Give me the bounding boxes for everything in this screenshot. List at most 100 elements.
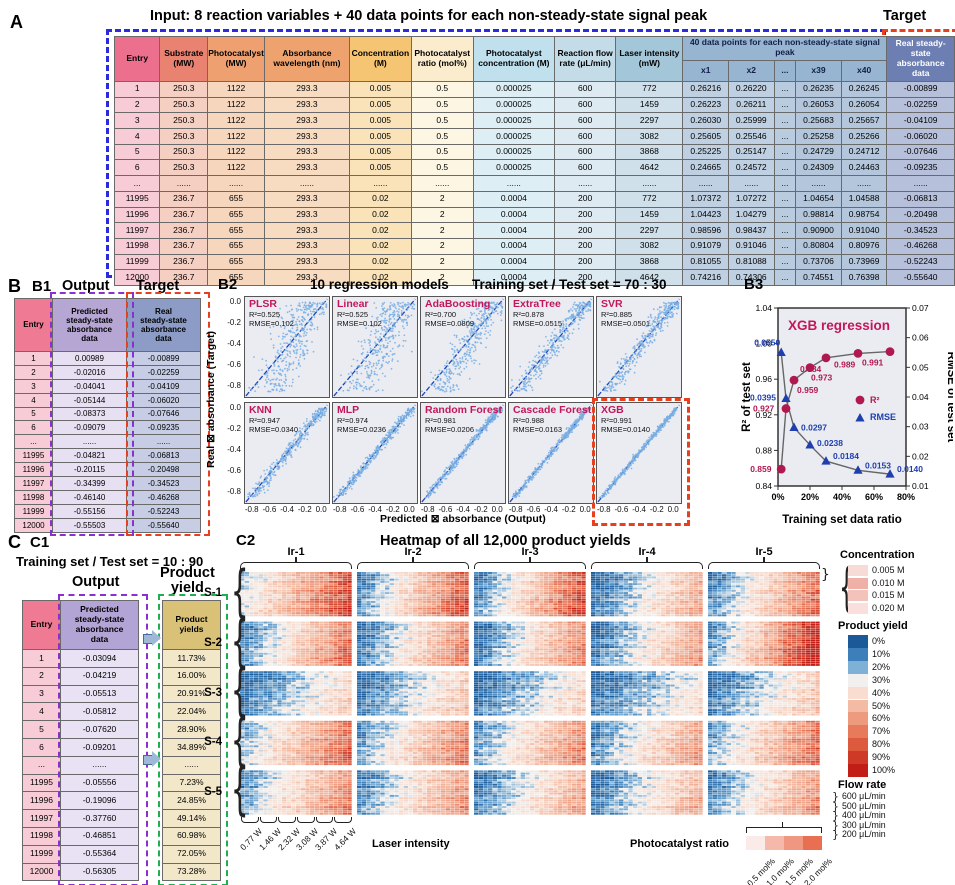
x-tick: -0.8 bbox=[244, 505, 259, 514]
x-tick: -0.6 bbox=[262, 505, 277, 514]
table-row: 4 -0.05812 bbox=[22, 702, 139, 722]
col-group-brace bbox=[474, 562, 586, 569]
ratio-swatch bbox=[765, 836, 784, 850]
model-rmse: RMSE=0.102 bbox=[337, 319, 382, 328]
row-group-brace: { bbox=[230, 608, 249, 674]
table-row: ............... bbox=[14, 434, 201, 450]
svg-text:0.989: 0.989 bbox=[834, 359, 856, 369]
target-column-header: Real steady-state absorbance data bbox=[886, 36, 955, 82]
b1-table: Entry Predicted steady-state absorbance d… bbox=[14, 298, 201, 533]
table-row: 34.89% bbox=[162, 737, 221, 757]
y-tick: 0.0 bbox=[229, 297, 241, 307]
column-header: Substrate (MW) bbox=[159, 36, 209, 82]
x-tick: -0.8 bbox=[508, 505, 523, 514]
svg-text:0.973: 0.973 bbox=[811, 373, 833, 383]
model-name: KNN bbox=[249, 404, 272, 416]
panel-a-title: Input: 8 reaction variables + 40 data po… bbox=[150, 8, 708, 24]
panel-c2-label: C2 bbox=[236, 532, 256, 549]
column-header: Product yields bbox=[162, 600, 221, 650]
table-row: ......... bbox=[22, 755, 139, 775]
col-group-brace bbox=[591, 562, 703, 569]
flow-legend-title: Flow rate bbox=[838, 779, 887, 791]
table-row: 4 250.3 1122 293.3 0.005 0.5 0.000025 600 3082 0.… bbox=[113, 128, 955, 145]
table-row: 3 250.3 1122 293.3 0.005 0.5 0.000025 600 2297 0.… bbox=[113, 112, 955, 130]
model-name: Cascade Forest bbox=[513, 404, 592, 416]
svg-text:0.88: 0.88 bbox=[755, 445, 772, 455]
yield-swatch bbox=[848, 738, 868, 752]
model-rmse: RMSE=0.102 bbox=[249, 319, 294, 328]
table-row: 11995 236.7 655 293.3 0.02 2 0.0004 200 772 1.073… bbox=[113, 190, 955, 208]
table-row: 60.98% bbox=[162, 826, 221, 846]
table-row: 11997 -0.37760 bbox=[22, 809, 139, 828]
yield-label: 60% bbox=[872, 713, 891, 724]
table-row: 11997 -0.34399 -0.34523 bbox=[14, 476, 201, 491]
table-row: 5 250.3 1122 293.3 0.005 0.5 0.000025 600 3868 0.… bbox=[113, 143, 955, 161]
row-group-label: S-5 bbox=[204, 785, 222, 798]
svg-text:0.859: 0.859 bbox=[750, 464, 772, 474]
column-header: Concentration (M) bbox=[348, 36, 412, 82]
flow-group-brace: } bbox=[832, 828, 839, 842]
yield-swatch bbox=[848, 751, 868, 764]
column-header: Entry bbox=[22, 600, 61, 650]
c1-yield-table: Product yields 11.73% 16.00% 20.91% 22.04% 28… bbox=[162, 600, 221, 882]
c1-table: Entry Predicted steady-state absorbance d… bbox=[22, 600, 139, 882]
x-tick: -0.6 bbox=[350, 505, 365, 514]
concentration-label: 0.010 M bbox=[872, 577, 905, 588]
col-group-label: Ir-3 bbox=[521, 546, 539, 558]
concentration-swatch bbox=[848, 602, 868, 614]
svg-text:0.04: 0.04 bbox=[912, 392, 929, 402]
svg-text:0.92: 0.92 bbox=[755, 410, 772, 420]
product-yield-heatmap bbox=[240, 572, 820, 815]
col-group-label: Ir-1 bbox=[287, 546, 305, 558]
panel-a-label: A bbox=[10, 12, 23, 32]
svg-text:60%: 60% bbox=[865, 492, 883, 502]
table-row: 1 0.00989 -0.00899 bbox=[14, 351, 201, 366]
table-row: 11998 -0.46140 -0.46268 bbox=[14, 489, 201, 505]
x-column-header: x2 bbox=[728, 59, 775, 83]
yield-label: 70% bbox=[872, 726, 891, 737]
flow-group-brace: } bbox=[832, 790, 839, 803]
table-row: 7.23% bbox=[162, 773, 221, 793]
table-row: 3 -0.04041 -0.04109 bbox=[14, 378, 201, 394]
yield-label: 30% bbox=[872, 674, 891, 685]
col-group-label: Ir-4 bbox=[638, 546, 656, 558]
table-row: 73.28% bbox=[162, 862, 221, 882]
scatter-plot bbox=[509, 298, 592, 397]
column-header: Laser intensity (mW) bbox=[615, 36, 684, 82]
svg-text:Training set data ratio: Training set data ratio bbox=[782, 514, 902, 526]
col-group-brace bbox=[357, 562, 469, 569]
flow-group-brace: } bbox=[832, 818, 839, 832]
col-group-brace-tick bbox=[763, 557, 765, 562]
row-group-label: S-2 bbox=[204, 636, 222, 649]
concentration-swatch bbox=[848, 565, 868, 576]
scatter-plot bbox=[421, 404, 504, 503]
table-row: 6 -0.09201 bbox=[22, 737, 139, 757]
x-tick: -0.6 bbox=[438, 505, 453, 514]
model-r2: R²=0.974 bbox=[337, 416, 369, 425]
table-row: 20.91% bbox=[162, 684, 221, 704]
table-row: 4 -0.05144 -0.06020 bbox=[14, 392, 201, 408]
model-name: SVR bbox=[601, 298, 623, 310]
scatter-plot bbox=[509, 404, 592, 503]
table-row: 11995 -0.04821 -0.06813 bbox=[14, 448, 201, 464]
model-panel-svr: SVR R²=0.885 RMSE=0.0501 bbox=[596, 296, 682, 398]
svg-text:0.03: 0.03 bbox=[912, 422, 929, 432]
c1-yield-label: Product yield bbox=[160, 565, 215, 597]
laser-group-brace bbox=[259, 817, 278, 823]
xgb-chart-svg: 0.84 0.88 0.92 0.96 1.00 1.04 0.01 0.02 0.03 0.04… bbox=[741, 303, 955, 526]
table-row: 2 250.3 1122 293.3 0.005 0.5 0.000025 600 1459 0.… bbox=[113, 96, 955, 114]
laser-group-brace bbox=[241, 817, 259, 823]
table-row: 11997 236.7 655 293.3 0.02 2 0.0004 200 2297 0.98… bbox=[113, 222, 955, 239]
col-group-brace-tick bbox=[529, 557, 531, 562]
b2-subtitle: Training set / Test set = 70 : 30 bbox=[472, 277, 667, 292]
x-tick: -0.4 bbox=[456, 505, 470, 514]
concentration-label: 0.015 M bbox=[872, 590, 905, 600]
table-row: 72.05% bbox=[162, 844, 221, 864]
x-tick: -0.4 bbox=[280, 505, 294, 514]
svg-text:20%: 20% bbox=[801, 492, 819, 502]
y-tick: -0.8 bbox=[227, 487, 241, 497]
row-group-brace: { bbox=[230, 658, 249, 724]
svg-text:R²: R² bbox=[870, 395, 880, 405]
svg-text:0.991: 0.991 bbox=[862, 358, 884, 368]
table-row: 2 -0.02016 -0.02259 bbox=[14, 364, 201, 380]
